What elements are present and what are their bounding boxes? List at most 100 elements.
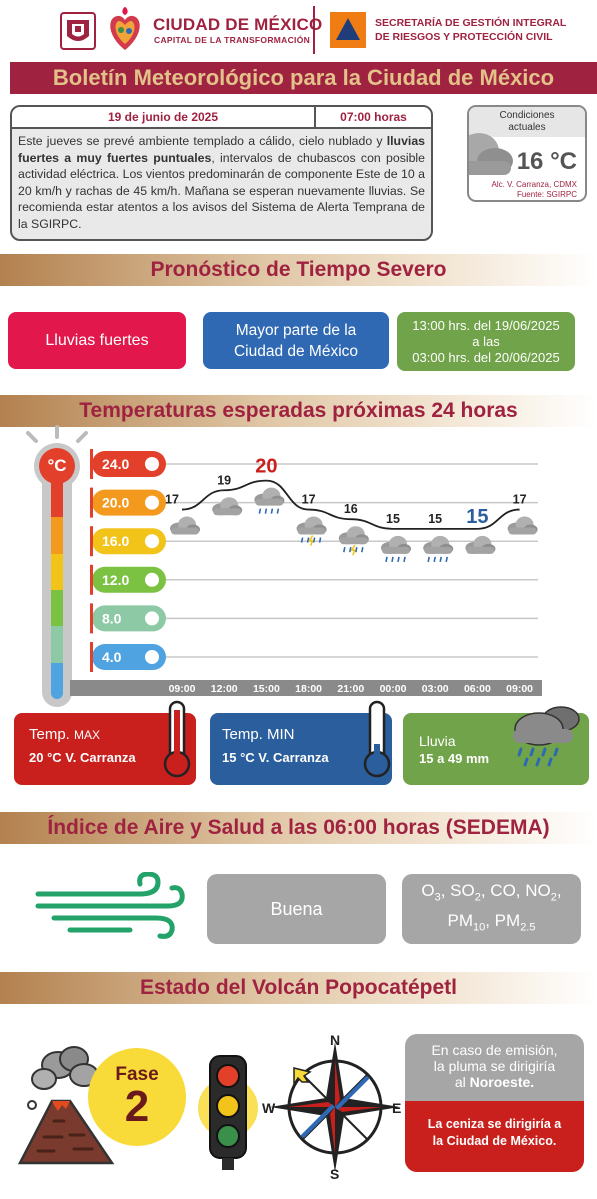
severe-period-line-3: 03:00 hrs. del 20/06/2025 [412,349,560,365]
plume-line-3-text: al [454,1074,470,1090]
x-tick-label: 12:00 [211,683,238,695]
secretariat-line-2: DE RIESGOS Y PROTECCIÓN CIVIL [375,31,553,43]
scale-pill-edge [90,603,93,634]
min-temp-card: Temp. MIN 15 °C V. Carranza [210,713,392,785]
scale-tick-label: 16.0 [102,533,129,549]
scale-tick-label: 4.0 [102,649,122,665]
cdmx-emblem-icon [60,12,96,50]
scale-pill-dot [145,611,159,626]
thermometer-segment [51,553,63,590]
plume-line-1: En caso de emisión, [431,1042,558,1058]
header: CIUDAD DE MÉXICO CAPITAL DE LA TRANSFORM… [0,0,597,60]
severe-section-title: Pronóstico de Tiempo Severo [0,254,597,286]
plume-dot: . [530,1074,535,1090]
data-label: 15 [386,512,400,526]
scale-pill-edge [90,449,93,479]
scale-pill-dot [145,534,159,549]
org-subtitle: CAPITAL DE LA TRANSFORMACIÓN [154,35,311,45]
plume-direction: Noroeste [469,1074,531,1090]
bulletin-text-part1: Este jueves se prevé ambiente templado a… [18,134,387,148]
data-label: 19 [217,473,231,487]
main-title: Boletín Meteorológico para la Ciudad de … [10,62,597,94]
temperature-line [181,479,520,530]
severe-area: Mayor parte de la Ciudad de México [203,312,389,369]
thermometer-segment [51,517,63,554]
pollutants-box: O3, SO2, CO, NO2, PM10, PM2.5 [402,874,581,944]
scale-tick-label: 24.0 [102,456,129,472]
bulletin-time: 07:00 horas [340,110,407,124]
scale-pill [92,566,166,593]
rain-cloud-icon [381,535,411,563]
celsius-symbol: °C [47,456,67,475]
compass-west: W [262,1100,276,1116]
thermometer-segment [51,481,63,518]
cloud-icon [469,133,513,175]
phase-label: Fase [115,1064,159,1085]
bulletin-text-part2: , intervalos de chubascos con posible ac… [18,150,425,231]
secretariat-line-1: SECRETARÍA DE GESTIÓN INTEGRAL [375,17,567,29]
max-temp-title-main: Temp. [29,726,75,743]
max-temp-title-small: MAX [74,728,101,742]
data-label: 16 [344,502,358,516]
scale-pill [92,605,166,632]
data-label: 17 [513,493,527,507]
scale-tick-label: 8.0 [102,610,122,626]
cloud-icon [212,497,243,516]
ash-line-1: La ceniza se dirigiría a [427,1117,562,1131]
cloud-icon [465,535,496,554]
x-tick-label: 09:00 [169,683,196,695]
plume-line-3: al Noroeste. [405,1074,584,1090]
bulletin-text: Este jueves se prevé ambiente templado a… [12,129,431,236]
ash-line-2: la Ciudad de México. [432,1134,557,1148]
thermometer: °C [20,425,94,710]
cloud-icon [507,516,538,535]
volcano-icon [17,1046,115,1165]
thermometer-color-bar [51,481,63,699]
phase-number: 2 [124,1082,150,1131]
bulletin-date: 19 de junio de 2025 [12,107,316,127]
plume-line-2: la pluma se dirigiría [433,1058,556,1074]
current-location: Alc. V. Carranza, CDMX [491,180,577,189]
org-name: CIUDAD DE MÉXICO [153,15,323,34]
data-label: 15 [466,506,488,528]
current-conditions-label: Condiciones actuales [469,107,585,137]
sun-rays-icon [26,425,88,443]
severe-period: 13:00 hrs. del 19/06/2025 a las 03:00 hr… [397,312,575,371]
rain-cloud-icon [513,706,580,767]
compass: N S W E [258,1030,408,1182]
x-tick-label: 00:00 [380,683,407,695]
max-temp-title: Temp. MAX [29,726,100,743]
air-quality-badge: Buena [207,874,386,944]
x-tick-label: 18:00 [295,683,322,695]
plume-text: En caso de emisión, la pluma se dirigirí… [405,1034,584,1101]
data-label: 17 [302,493,316,507]
scale-pill [92,451,166,477]
temperature-section-title: Temperaturas esperadas próximas 24 horas [0,395,597,427]
rain-card: Lluvia 15 a 49 mm [403,706,589,785]
scale-pill-edge [90,526,93,557]
scale-pill-dot [145,495,159,510]
compass-east: E [392,1100,402,1116]
thermometer-segment [51,662,63,699]
scale-pill-edge [90,642,93,672]
bulletin-text-bold: lluvias fuertes a muy fuertes puntuales [18,134,425,165]
plume-box: En caso de emisión, la pluma se dirigirí… [405,1034,584,1172]
thermometer-segment [51,589,63,627]
secretariat-name: SECRETARÍA DE GESTIÓN INTEGRAL DE RIESGO… [375,16,566,44]
volcano-section-title: Estado del Volcán Popocatépetl [0,972,597,1004]
scale-pill [92,489,166,516]
bulletin-header: 19 de junio de 2025 07:00 horas [12,107,431,129]
x-tick-label: 09:00 [506,683,533,695]
severe-period-line-1: 13:00 hrs. del 19/06/2025 [412,317,560,333]
storm-cloud-icon [296,516,327,546]
rain-title: Lluvia [419,733,456,749]
data-label: 20 [255,456,277,478]
max-temp-card: Temp. MAX 20 °C V. Carranza [14,713,196,785]
data-label: 17 [165,493,179,507]
thermometer-cold-icon [363,700,391,778]
thermometer-hot-icon [163,700,191,778]
x-tick-label: 06:00 [464,683,491,695]
x-tick-label: 15:00 [253,683,280,695]
x-axis-band [70,680,542,696]
bulletin-box: 19 de junio de 2025 07:00 horas Este jue… [10,105,433,241]
